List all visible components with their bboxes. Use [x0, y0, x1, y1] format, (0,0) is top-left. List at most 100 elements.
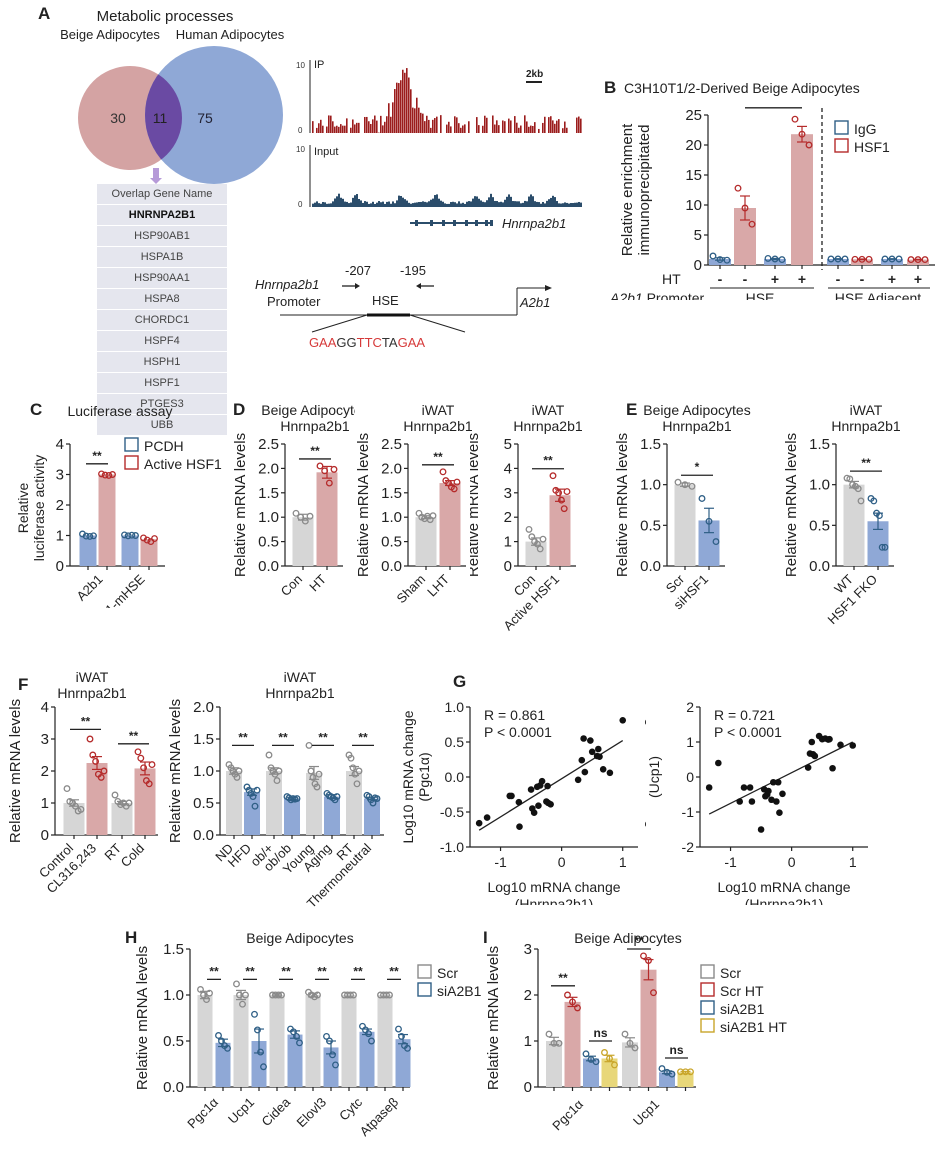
y-tick-label: 1.5	[258, 485, 279, 502]
chart-title: Hnrnpa2b1	[513, 418, 582, 434]
data-point	[545, 1030, 553, 1038]
data-point	[650, 989, 657, 997]
y-tick-label: 2.5	[258, 436, 279, 453]
data-point	[132, 532, 139, 539]
ip-signal-bar	[558, 119, 560, 133]
significance-label: **	[543, 454, 553, 468]
significance-label: **	[92, 449, 102, 463]
data-point	[547, 801, 554, 808]
data-point	[851, 255, 859, 263]
input-signal-bar	[472, 198, 474, 207]
data-point	[736, 798, 744, 805]
y-axis-label: Relative mRNA levels	[355, 433, 372, 577]
data-point	[535, 802, 542, 809]
gene-row: HSP90AA1	[97, 268, 227, 289]
input-signal-bar	[340, 197, 342, 207]
input-signal-bar	[414, 202, 416, 207]
significance-label: **	[245, 964, 255, 978]
scale-bar-label: 2kb	[526, 69, 543, 80]
x-axis-label: Log10 mRNA change	[487, 879, 620, 895]
y-axis-label: Relative mRNA levels	[167, 699, 184, 843]
input-signal-bar	[356, 194, 358, 207]
bar	[121, 535, 139, 566]
ip-signal-bar	[342, 125, 344, 133]
input-signal-bar	[462, 202, 464, 207]
regression-line	[708, 741, 854, 815]
input-signal-track	[312, 193, 582, 207]
x-tick-label: Pgc1α	[184, 1094, 221, 1131]
chart-h: Beige Adipocytes 0.0 0.5 1.0 1.5 ** ** ** ** ** **…	[134, 930, 482, 1139]
ip-signal-bar	[350, 127, 352, 133]
input-signal-bar	[398, 195, 400, 207]
ip-signal-bar	[562, 128, 564, 133]
venn-right-count: 75	[197, 110, 213, 126]
data-point	[705, 517, 713, 525]
chart-f2: iWATHnrnpa2b10.00.51.01.52.0NDHFDob/+ob/…	[167, 669, 384, 911]
input-signal-bar	[574, 202, 576, 207]
chart-title: Hnrnpa2b1	[265, 685, 334, 701]
ht-sign: -	[860, 271, 865, 287]
input-signal-bar	[468, 201, 470, 207]
significance-label: **	[278, 730, 288, 744]
data-point	[242, 991, 249, 999]
gene-row: HNRNPA2B1	[97, 205, 227, 226]
data-point	[333, 793, 341, 801]
y-tick-label: 0.0	[163, 1079, 184, 1096]
data-point	[592, 1058, 600, 1066]
ip-signal-bar	[422, 113, 424, 133]
ip-signal-bar	[514, 116, 516, 133]
input-signal-bar	[426, 202, 428, 207]
data-point	[645, 957, 652, 964]
data-point	[827, 255, 835, 263]
input-signal-bar	[466, 201, 468, 207]
data-point	[290, 1028, 297, 1036]
legend-label: Scr	[437, 965, 458, 981]
gene-row: HSPF4	[97, 331, 227, 352]
input-signal-bar	[420, 201, 422, 207]
bar	[867, 521, 889, 566]
data-point	[811, 752, 819, 760]
promoter-row-label: A2b1 Promoter	[609, 290, 705, 300]
chart-title: iWAT	[422, 402, 455, 418]
data-point	[640, 952, 647, 960]
input-signal-bar	[534, 201, 536, 207]
data-point	[515, 798, 523, 806]
input-signal-bar	[520, 203, 522, 207]
chart-title: Beige Adipocytes	[261, 402, 355, 418]
data-point	[538, 777, 546, 785]
input-signal-bar	[546, 200, 548, 207]
data-point	[723, 256, 731, 264]
ip-signal-bar	[564, 121, 566, 133]
venn-left-label: Beige Adipocytes	[60, 27, 160, 42]
ip-signal-bar	[372, 119, 374, 133]
input-signal-bar	[508, 194, 510, 207]
data-point	[206, 989, 213, 997]
input-signal-bar	[364, 201, 366, 207]
input-signal-bar	[542, 201, 544, 207]
input-signal-bar	[510, 196, 512, 207]
input-signal-bar	[314, 202, 316, 207]
data-point	[325, 479, 333, 487]
bar	[287, 1034, 303, 1087]
ht-row-label: HT	[662, 271, 681, 287]
chart-title: iWAT	[850, 402, 883, 418]
venn-title: Metabolic processes	[96, 8, 234, 25]
significance-label: **	[209, 964, 219, 978]
ht-sign: -	[836, 271, 841, 287]
data-point	[233, 980, 240, 988]
y-tick-label: 3	[524, 941, 532, 958]
ip-signal-bar	[456, 117, 458, 133]
y-tick-label: 0.0	[193, 827, 214, 844]
input-signal-bar	[416, 202, 418, 207]
x-tick-label: Ucp1	[630, 1097, 662, 1129]
significance-label: **	[433, 450, 443, 464]
input-signal-bar	[550, 197, 552, 207]
ip-signal-bar	[464, 124, 466, 133]
input-signal-bar	[428, 201, 430, 207]
y-tick-label: 4	[41, 699, 49, 716]
input-signal-bar	[344, 201, 346, 207]
significance-label: **	[81, 714, 91, 728]
chart-D1-plot: 0.0 0.5 1.0 1.5 2.0 2.5 Con HT **	[258, 436, 343, 599]
chart-H-plot: 0.0 0.5 1.0 1.5 ** ** ** ** ** **	[163, 941, 411, 1096]
